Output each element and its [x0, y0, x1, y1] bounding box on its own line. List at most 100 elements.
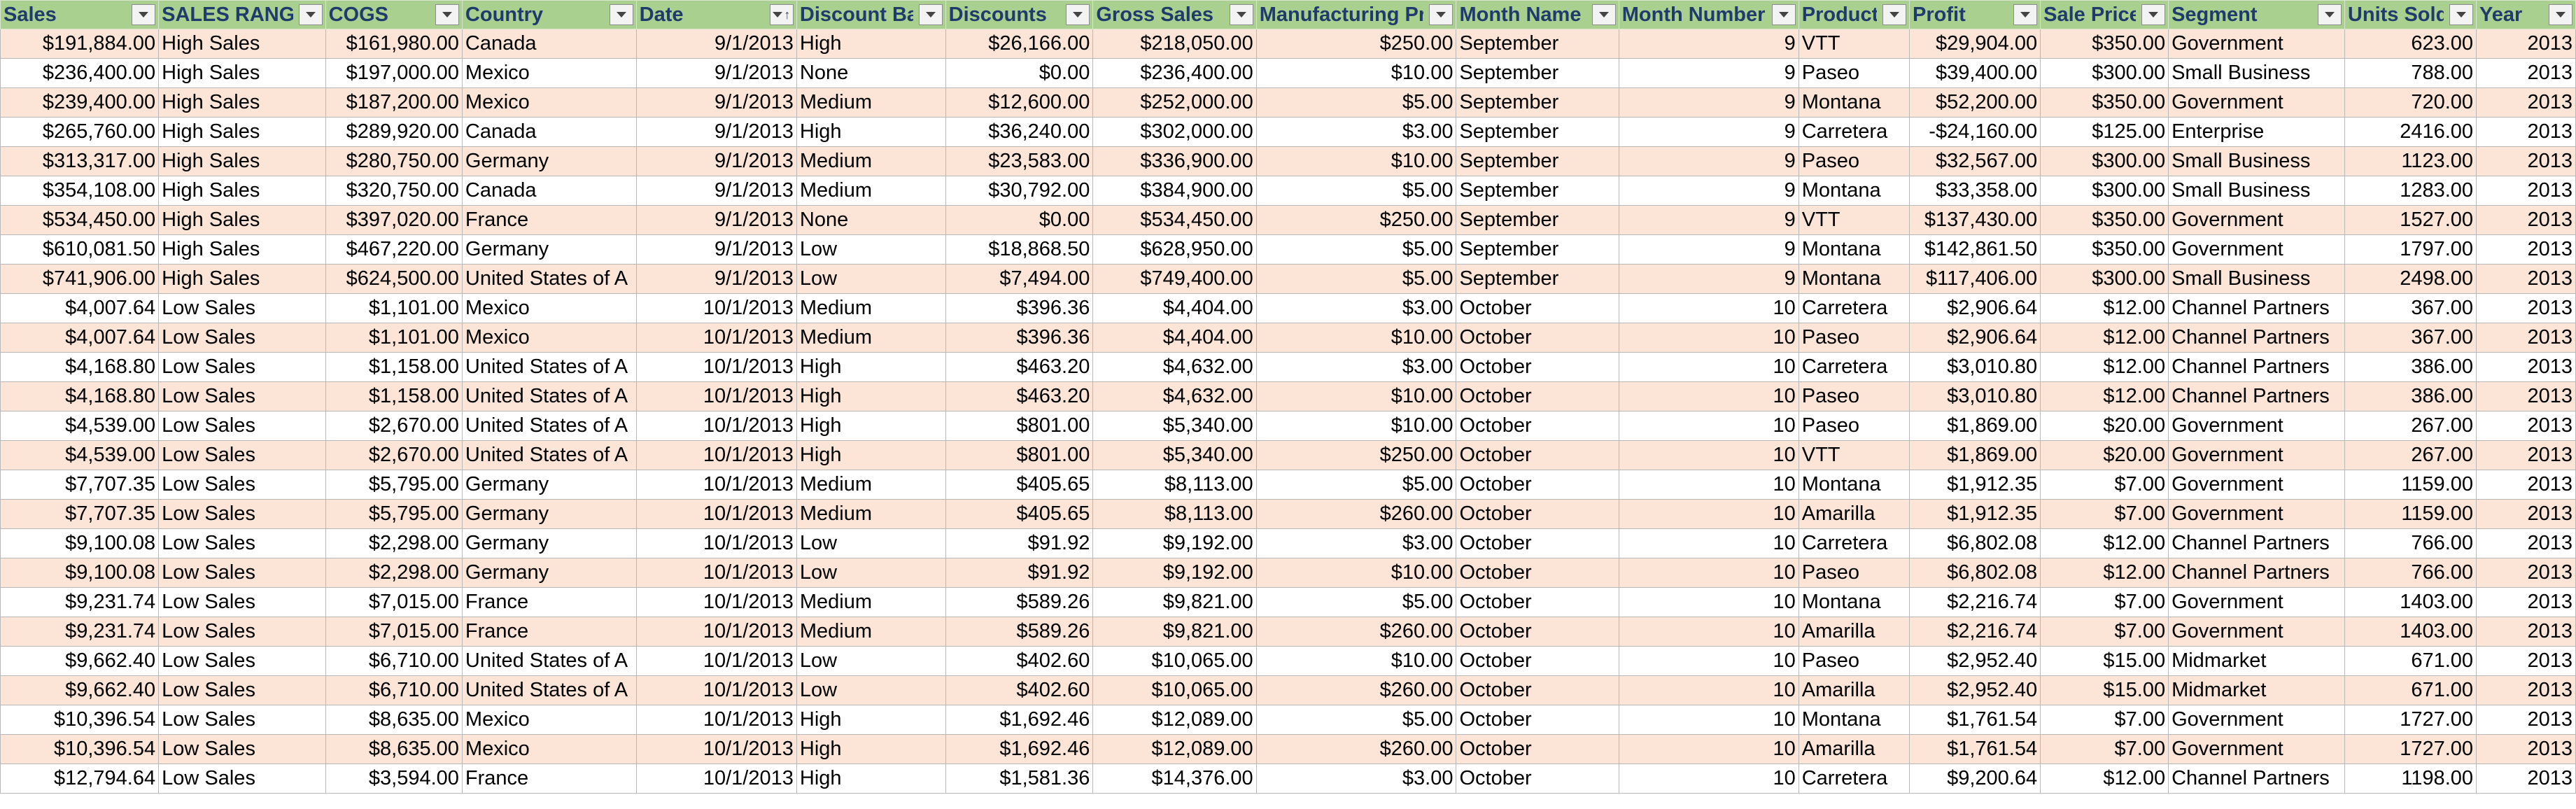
table-cell[interactable]: High Sales	[158, 176, 326, 206]
table-cell[interactable]: $741,906.00	[0, 264, 160, 294]
table-cell[interactable]: 9/1/2013	[635, 29, 797, 59]
table-cell[interactable]: 386.00	[2344, 381, 2477, 411]
table-cell[interactable]: September	[1456, 205, 1619, 235]
table-cell[interactable]: Government	[2168, 470, 2345, 500]
table-cell[interactable]: October	[1456, 440, 1619, 470]
filter-dropdown-button[interactable]	[2013, 4, 2038, 25]
table-cell[interactable]: High	[796, 440, 946, 470]
table-cell[interactable]: 9/1/2013	[635, 87, 797, 118]
table-cell[interactable]: Midmarket	[2168, 675, 2345, 705]
table-cell[interactable]: $52,200.00	[1909, 87, 2041, 118]
column-header[interactable]: Gross Sales	[1092, 0, 1257, 29]
table-cell[interactable]: 2013	[2476, 381, 2576, 411]
table-cell[interactable]: High Sales	[158, 234, 326, 265]
table-cell[interactable]: 9	[1618, 234, 1799, 265]
table-cell[interactable]: Canada	[461, 29, 637, 59]
table-cell[interactable]: 1123.00	[2344, 146, 2477, 176]
column-header[interactable]: SALES RANGE	[158, 0, 326, 29]
table-cell[interactable]: Germany	[461, 470, 637, 500]
table-cell[interactable]: $8,113.00	[1092, 499, 1257, 529]
table-cell[interactable]: $3.00	[1255, 352, 1457, 382]
table-cell[interactable]: 2013	[2476, 587, 2576, 617]
table-cell[interactable]: $260.00	[1255, 675, 1457, 705]
table-cell[interactable]: Low	[796, 675, 946, 705]
table-cell[interactable]: 2013	[2476, 558, 2576, 588]
table-cell[interactable]: Montana	[1798, 234, 1910, 265]
table-cell[interactable]: High Sales	[158, 146, 326, 176]
filter-dropdown-button[interactable]	[918, 4, 943, 25]
table-cell[interactable]: $5.00	[1255, 264, 1457, 294]
table-cell[interactable]: High Sales	[158, 87, 326, 118]
table-cell[interactable]: $12,600.00	[945, 87, 1094, 118]
table-cell[interactable]: Paseo	[1798, 381, 1910, 411]
table-cell[interactable]: 2013	[2476, 617, 2576, 647]
table-cell[interactable]: 2013	[2476, 764, 2576, 794]
table-cell[interactable]: $7,494.00	[945, 264, 1094, 294]
table-cell[interactable]: September	[1456, 176, 1619, 206]
table-cell[interactable]: $1,692.46	[945, 705, 1094, 735]
table-cell[interactable]: 10	[1618, 528, 1799, 558]
table-cell[interactable]: 267.00	[2344, 440, 2477, 470]
table-cell[interactable]: $7.00	[2040, 705, 2169, 735]
table-cell[interactable]: $239,400.00	[0, 87, 160, 118]
table-cell[interactable]: September	[1456, 87, 1619, 118]
filter-dropdown-button[interactable]	[1429, 4, 1454, 25]
table-cell[interactable]: 2416.00	[2344, 117, 2477, 147]
table-cell[interactable]: $1,101.00	[325, 293, 463, 323]
table-cell[interactable]: $5.00	[1255, 705, 1457, 735]
table-cell[interactable]: $3,010.80	[1909, 352, 2041, 382]
table-cell[interactable]: $39,400.00	[1909, 58, 2041, 88]
table-cell[interactable]: October	[1456, 381, 1619, 411]
table-cell[interactable]: 788.00	[2344, 58, 2477, 88]
table-cell[interactable]: Mexico	[461, 293, 637, 323]
table-cell[interactable]: Carretera	[1798, 764, 1910, 794]
table-cell[interactable]: Montana	[1798, 587, 1910, 617]
table-cell[interactable]: $7,015.00	[325, 587, 463, 617]
table-cell[interactable]: $7.00	[2040, 470, 2169, 500]
table-cell[interactable]: United States of A	[461, 264, 637, 294]
table-cell[interactable]: 9	[1618, 205, 1799, 235]
table-cell[interactable]: Low Sales	[158, 646, 326, 676]
table-cell[interactable]: $313,317.00	[0, 146, 160, 176]
table-cell[interactable]: $384,900.00	[1092, 176, 1257, 206]
table-cell[interactable]: Low	[796, 558, 946, 588]
table-cell[interactable]: 10/1/2013	[635, 764, 797, 794]
column-header[interactable]: Month Number	[1618, 0, 1799, 29]
column-header[interactable]: Product	[1798, 0, 1910, 29]
table-cell[interactable]: $1,912.35	[1909, 499, 2041, 529]
table-cell[interactable]: 10/1/2013	[635, 323, 797, 353]
table-cell[interactable]: 9/1/2013	[635, 146, 797, 176]
sort-filter-dropdown-button[interactable]: ↑	[769, 4, 794, 25]
table-cell[interactable]: 10	[1618, 352, 1799, 382]
table-cell[interactable]: Medium	[796, 499, 946, 529]
table-cell[interactable]: $9,821.00	[1092, 617, 1257, 647]
table-cell[interactable]: VTT	[1798, 205, 1910, 235]
table-cell[interactable]: $320,750.00	[325, 176, 463, 206]
table-cell[interactable]: $2,298.00	[325, 528, 463, 558]
table-cell[interactable]: Government	[2168, 87, 2345, 118]
table-cell[interactable]: $402.60	[945, 646, 1094, 676]
table-cell[interactable]: High	[796, 29, 946, 59]
table-cell[interactable]: -$24,160.00	[1909, 117, 2041, 147]
table-cell[interactable]: 2013	[2476, 264, 2576, 294]
table-cell[interactable]: $9,100.08	[0, 528, 160, 558]
table-cell[interactable]: 1159.00	[2344, 499, 2477, 529]
table-cell[interactable]: $9,100.08	[0, 558, 160, 588]
table-cell[interactable]: Carretera	[1798, 117, 1910, 147]
table-cell[interactable]: $260.00	[1255, 499, 1457, 529]
table-cell[interactable]: United States of A	[461, 411, 637, 441]
table-cell[interactable]: High Sales	[158, 264, 326, 294]
column-header[interactable]: Year	[2476, 0, 2576, 29]
table-cell[interactable]: September	[1456, 58, 1619, 88]
table-cell[interactable]: High	[796, 381, 946, 411]
table-cell[interactable]: 10/1/2013	[635, 470, 797, 500]
table-cell[interactable]: $589.26	[945, 617, 1094, 647]
table-cell[interactable]: $91.92	[945, 558, 1094, 588]
table-cell[interactable]: $6,710.00	[325, 675, 463, 705]
table-cell[interactable]: Canada	[461, 117, 637, 147]
table-cell[interactable]: Germany	[461, 528, 637, 558]
table-cell[interactable]: $302,000.00	[1092, 117, 1257, 147]
table-cell[interactable]: 1527.00	[2344, 205, 2477, 235]
table-cell[interactable]: $33,358.00	[1909, 176, 2041, 206]
table-cell[interactable]: 2013	[2476, 29, 2576, 59]
